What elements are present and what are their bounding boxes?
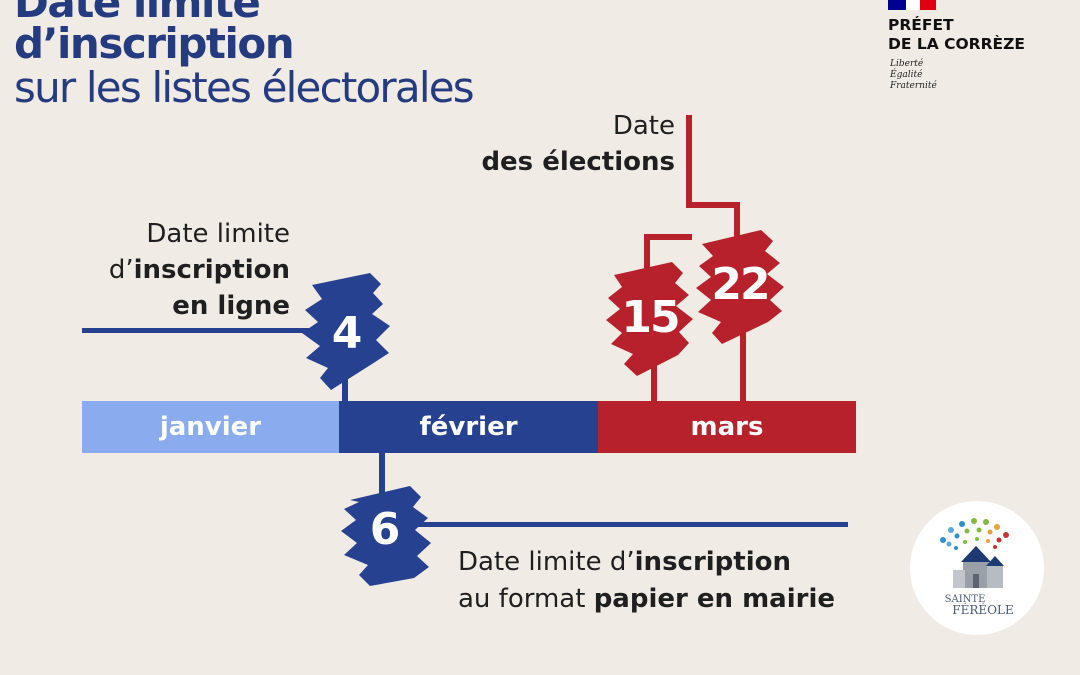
bracket-left-drop xyxy=(644,234,650,270)
motto-egalite: Égalité xyxy=(890,70,923,80)
day-4: 4 xyxy=(332,308,363,359)
prefet-line-2: DE LA CORRÈZE xyxy=(888,35,1025,53)
brush-6 xyxy=(341,486,431,586)
paper-stem xyxy=(379,452,385,500)
paper-line xyxy=(418,522,848,527)
month-march: mars xyxy=(598,401,856,453)
bracket-horizontal-top xyxy=(686,202,738,208)
month-february: février xyxy=(339,401,598,453)
logo-dots xyxy=(940,518,1009,550)
brush-4 xyxy=(302,273,390,390)
paper-label-line-2: au format papier en mairie xyxy=(458,584,835,614)
sainte-fereole-logo: SAINTE FÉRÉOLE xyxy=(910,501,1044,635)
logo-text-line-2: FÉRÉOLE xyxy=(952,602,1013,617)
day-15: 15 xyxy=(621,292,678,343)
elections-stem xyxy=(686,115,692,205)
logo-text-line-1: SAINTE xyxy=(945,594,986,605)
flag-red xyxy=(920,0,936,10)
church-icon xyxy=(953,546,1004,588)
motto-liberte: Liberté xyxy=(890,59,924,69)
day-6: 6 xyxy=(370,504,401,555)
brush-22 xyxy=(696,230,784,344)
title-line-2: d’inscription xyxy=(14,19,295,68)
title-line-3: sur les listes électorales xyxy=(14,63,475,112)
day-22: 22 xyxy=(711,259,768,310)
month-january: janvier xyxy=(82,401,339,453)
motto-fraternite: Fraternité xyxy=(890,81,937,91)
elections-label-line-1: Date xyxy=(612,111,675,141)
stem-22 xyxy=(740,330,746,402)
online-label-line-2: d’inscription xyxy=(108,255,290,285)
stem-15 xyxy=(651,360,657,402)
online-label-line-3: en ligne xyxy=(172,291,290,321)
prefet-line-1: PRÉFET xyxy=(888,16,954,34)
bracket-left-arm xyxy=(644,234,692,240)
bracket-right-drop xyxy=(734,202,740,250)
flag-blue xyxy=(888,0,906,10)
paper-label-line-1: Date limite d’inscription xyxy=(458,547,792,577)
flag-white xyxy=(906,0,920,10)
elections-label-line-2: des élections xyxy=(481,147,675,177)
online-line xyxy=(82,328,312,333)
flag-icon xyxy=(888,0,936,10)
online-stem xyxy=(342,370,348,402)
title-line-1: Date limite xyxy=(14,0,261,27)
brush-15 xyxy=(606,262,693,376)
online-label-line-1: Date limite xyxy=(146,219,290,249)
